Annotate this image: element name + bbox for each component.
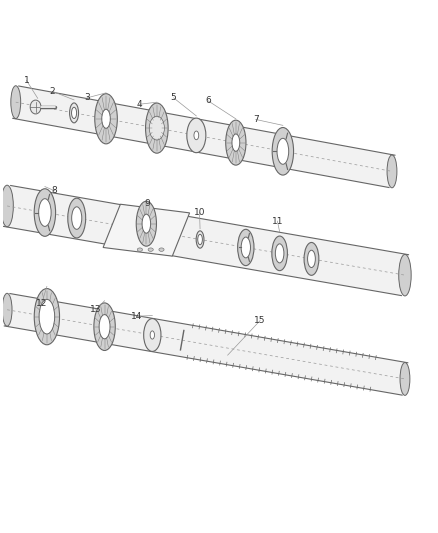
- Ellipse shape: [276, 244, 284, 263]
- Text: 12: 12: [36, 299, 47, 308]
- Ellipse shape: [94, 303, 115, 351]
- Ellipse shape: [39, 300, 55, 334]
- Polygon shape: [13, 86, 395, 188]
- Ellipse shape: [400, 362, 410, 395]
- Text: 3: 3: [84, 93, 90, 102]
- Ellipse shape: [307, 250, 315, 268]
- Ellipse shape: [30, 100, 41, 114]
- Ellipse shape: [11, 86, 21, 119]
- Ellipse shape: [196, 231, 204, 248]
- Text: 10: 10: [194, 208, 205, 217]
- Ellipse shape: [148, 248, 153, 252]
- Ellipse shape: [150, 331, 155, 339]
- Ellipse shape: [232, 134, 240, 151]
- Ellipse shape: [194, 131, 199, 140]
- Text: 11: 11: [272, 216, 283, 225]
- Ellipse shape: [198, 235, 202, 245]
- Ellipse shape: [304, 243, 319, 276]
- Ellipse shape: [95, 94, 117, 144]
- Ellipse shape: [1, 185, 13, 227]
- Ellipse shape: [277, 139, 289, 164]
- Text: 9: 9: [145, 199, 151, 208]
- Text: 1: 1: [24, 76, 29, 85]
- Text: 4: 4: [136, 100, 142, 109]
- Text: 6: 6: [205, 96, 211, 106]
- Ellipse shape: [142, 214, 151, 233]
- Ellipse shape: [34, 189, 56, 236]
- Ellipse shape: [238, 229, 254, 265]
- Polygon shape: [4, 185, 409, 296]
- Ellipse shape: [71, 107, 77, 118]
- Polygon shape: [4, 294, 408, 395]
- Ellipse shape: [187, 118, 206, 152]
- Ellipse shape: [387, 155, 397, 188]
- Ellipse shape: [144, 319, 161, 351]
- Ellipse shape: [70, 103, 78, 123]
- Polygon shape: [103, 204, 190, 256]
- Text: 13: 13: [90, 305, 102, 314]
- Ellipse shape: [136, 201, 156, 246]
- Ellipse shape: [145, 103, 168, 153]
- Ellipse shape: [241, 237, 251, 258]
- Ellipse shape: [39, 199, 51, 227]
- Ellipse shape: [137, 248, 142, 252]
- Text: 5: 5: [171, 93, 177, 102]
- Ellipse shape: [226, 120, 246, 165]
- Ellipse shape: [102, 109, 110, 128]
- Text: 2: 2: [49, 87, 55, 96]
- Text: 15: 15: [254, 316, 266, 325]
- Ellipse shape: [272, 127, 293, 175]
- Ellipse shape: [72, 207, 82, 229]
- Ellipse shape: [34, 288, 60, 345]
- Ellipse shape: [399, 254, 411, 296]
- Ellipse shape: [149, 116, 164, 140]
- Ellipse shape: [159, 248, 164, 252]
- Ellipse shape: [99, 314, 110, 339]
- Ellipse shape: [68, 198, 86, 238]
- Ellipse shape: [152, 117, 162, 139]
- Ellipse shape: [272, 236, 287, 271]
- Text: 7: 7: [253, 115, 258, 124]
- Ellipse shape: [2, 293, 12, 326]
- Text: 8: 8: [52, 187, 57, 195]
- Text: 14: 14: [131, 312, 142, 321]
